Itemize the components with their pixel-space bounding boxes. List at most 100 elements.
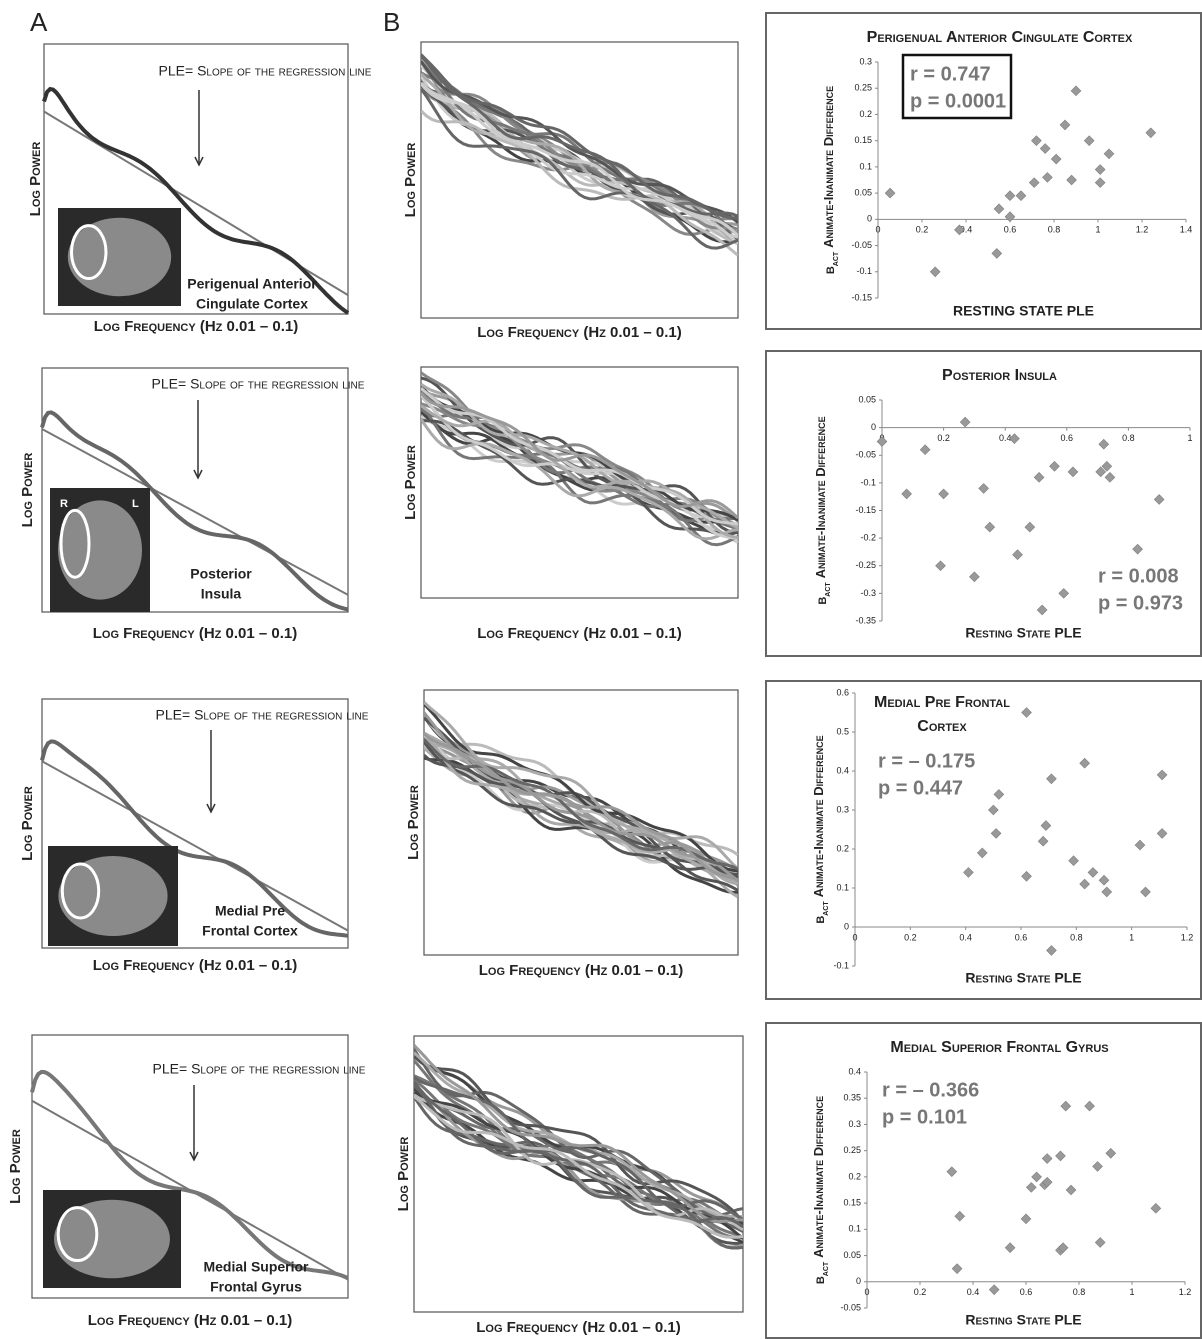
y-axis-label: Log Power <box>7 1129 24 1204</box>
y-tick-label: 0.1 <box>836 882 849 892</box>
y-tick-label: 0.3 <box>859 56 872 66</box>
annotation: PLE= Slope of the regression line <box>156 707 369 723</box>
x-tick-label: 0 <box>864 1287 869 1297</box>
x-tick-label: 1 <box>1129 1287 1134 1297</box>
x-tick-label: 0.8 <box>1070 932 1083 942</box>
stat-annotation: r = – 0.175 <box>878 750 975 772</box>
y-tick-label: 0.2 <box>848 1171 861 1181</box>
x-axis-label: Log Frequency (Hz 0.01 – 0.1) <box>479 962 684 979</box>
region-label: Cingulate Cortex <box>196 296 308 312</box>
stat-annotation: p = 0.447 <box>878 777 963 799</box>
x-tick-label: 0 <box>875 225 880 235</box>
brain-shape <box>58 856 167 936</box>
y-symbol-sub: act <box>820 1261 831 1276</box>
brain-shape <box>58 500 142 599</box>
region-label: Posterior <box>190 566 252 582</box>
region-label: Medial Pre <box>215 903 285 919</box>
x-axis-label: RESTING STATE PLE <box>953 303 1094 319</box>
y-symbol-sub: act <box>820 901 831 916</box>
region-label: Perigenual Anterior <box>187 276 317 292</box>
y-tick-label: -0.35 <box>855 615 876 625</box>
y-tick-label: 0.3 <box>848 1119 861 1129</box>
y-tick-label: 0.35 <box>843 1093 861 1103</box>
y-tick-label: 0.15 <box>854 135 872 145</box>
y-tick-label: -0.2 <box>860 533 876 543</box>
y-tick-label: 0.3 <box>836 804 849 814</box>
y-tick-label: 0.15 <box>843 1197 861 1207</box>
y-tick-label: 0.1 <box>859 161 872 171</box>
region-label: Frontal Cortex <box>202 923 298 939</box>
y-tick-label: -0.05 <box>855 450 876 460</box>
y-symbol: β <box>811 916 828 924</box>
x-tick-label: 1 <box>1129 932 1134 942</box>
y-tick-label: 0.05 <box>858 394 876 404</box>
annotation: PLE= Slope of the regression line <box>153 1061 366 1077</box>
y-tick-label: 0.05 <box>843 1250 861 1260</box>
x-tick-label: 0.2 <box>904 932 917 942</box>
x-tick-label: 0.4 <box>959 932 972 942</box>
x-axis-label: Resting State PLE <box>965 970 1081 986</box>
annotation: PLE= Slope of the regression line <box>159 63 372 79</box>
y-tick-label: 0.6 <box>836 687 849 697</box>
x-tick-label: 1.4 <box>1180 225 1193 235</box>
x-tick-label: 0.8 <box>1073 1287 1086 1297</box>
y-symbol-sub: act <box>830 251 841 266</box>
panel-frame <box>414 1036 743 1312</box>
chart-title: Cortex <box>917 718 967 735</box>
x-axis-label: Resting State PLE <box>965 1312 1081 1328</box>
stat-annotation: p = 0.973 <box>1098 592 1183 614</box>
stat-annotation: r = 0.747 <box>910 63 991 85</box>
y-tick-label: 0 <box>867 214 872 224</box>
x-axis-label: Log Frequency (Hz 0.01 – 0.1) <box>477 324 682 341</box>
y-axis-label: Log Power <box>405 785 422 860</box>
stat-annotation: r = – 0.366 <box>882 1079 979 1101</box>
y-axis-label: Log Power <box>27 142 44 217</box>
x-tick-label: 1.2 <box>1181 932 1194 942</box>
x-tick-label: 1.2 <box>1179 1287 1192 1297</box>
y-tick-label: -0.3 <box>860 588 876 598</box>
x-axis-label: Log Frequency (Hz 0.01 – 0.1) <box>476 1319 681 1336</box>
x-tick-label: 0.6 <box>1015 932 1028 942</box>
annotation: PLE= Slope of the regression line <box>152 376 365 392</box>
region-label: Frontal Gyrus <box>210 1279 302 1295</box>
y-tick-label: 0.2 <box>836 843 849 853</box>
x-tick-label: 0.4 <box>967 1287 980 1297</box>
x-tick-label: 0.2 <box>937 433 950 443</box>
y-label-text: Animate-Inanimate Difference <box>813 416 828 578</box>
y-tick-label: 0.5 <box>836 726 849 736</box>
figure: A B C PLE= Slope of the regression lineP… <box>0 0 1202 1339</box>
x-axis-label: Log Frequency (Hz 0.01 – 0.1) <box>93 625 298 642</box>
x-tick-label: 1 <box>1187 433 1192 443</box>
chart-title: Medial Pre Frontal <box>874 694 1010 711</box>
region-label: Medial Superior <box>203 1259 309 1275</box>
y-label-text: Animate-Inanimate Difference <box>821 86 836 248</box>
stat-annotation: r = 0.008 <box>1098 565 1179 587</box>
y-tick-label: -0.15 <box>855 505 876 515</box>
y-tick-label: -0.05 <box>840 1302 861 1312</box>
x-axis-label: Log Frequency (Hz 0.01 – 0.1) <box>477 625 682 642</box>
y-axis-label: Log Power <box>402 445 419 520</box>
x-tick-label: 0.2 <box>916 225 929 235</box>
y-tick-label: -0.1 <box>833 960 849 970</box>
chart-frame <box>766 1023 1201 1338</box>
x-tick-label: 0.2 <box>914 1287 927 1297</box>
y-symbol: β <box>813 597 830 605</box>
inset-label: R <box>60 498 68 510</box>
x-tick-label: 1 <box>1095 225 1100 235</box>
x-axis-label: Log Frequency (Hz 0.01 – 0.1) <box>93 957 298 974</box>
panel-label: B <box>383 7 400 37</box>
y-symbol-sub: act <box>822 582 833 597</box>
chart-frame <box>766 681 1201 999</box>
y-tick-label: -0.15 <box>851 292 872 302</box>
y-axis-label: Log Power <box>395 1137 412 1212</box>
chart-title: Posterior Insula <box>942 367 1057 384</box>
y-label-text: Animate-Inanimate Difference <box>811 735 826 897</box>
panel-label: A <box>30 7 48 37</box>
y-tick-label: 0 <box>871 422 876 432</box>
y-tick-label: 0.25 <box>843 1145 861 1155</box>
y-tick-label: 0.4 <box>848 1066 861 1076</box>
y-tick-label: 0.1 <box>848 1224 861 1234</box>
panel-frame <box>421 42 738 318</box>
y-symbol: β <box>811 1276 828 1284</box>
stat-annotation: p = 0.101 <box>882 1106 967 1128</box>
